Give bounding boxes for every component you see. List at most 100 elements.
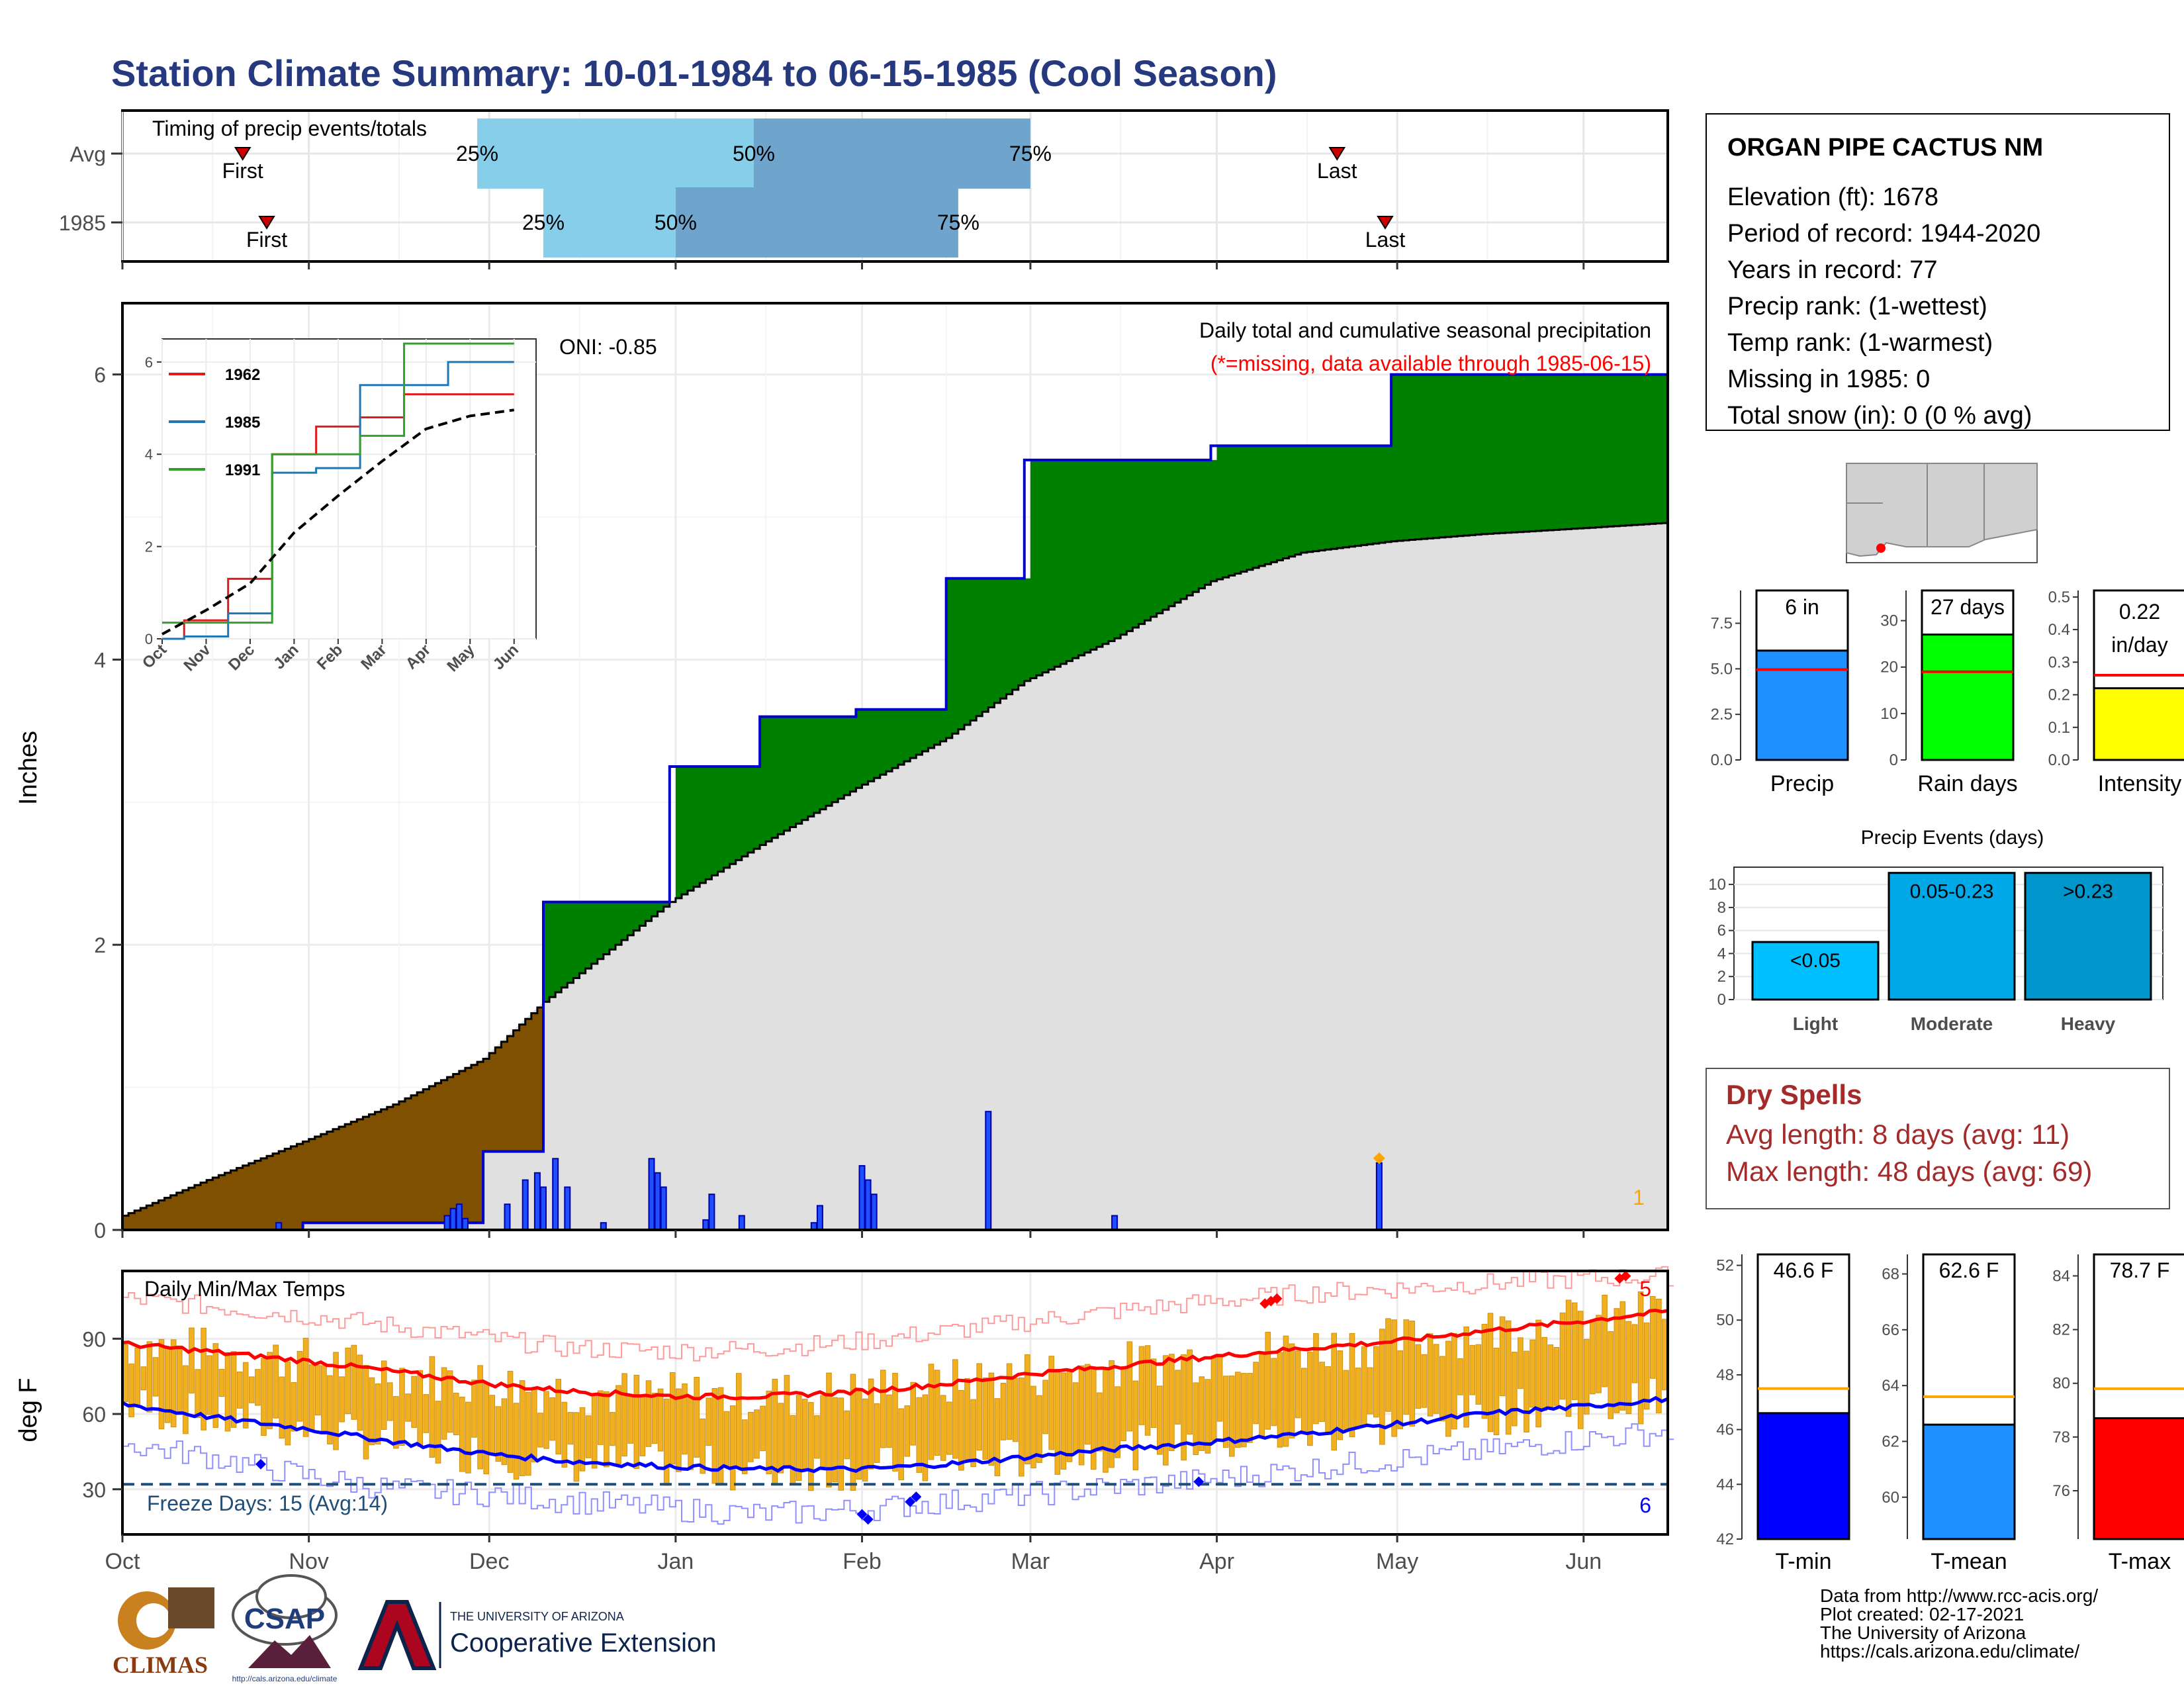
daily-temp-range	[381, 1360, 387, 1430]
daily-temp-range	[988, 1372, 995, 1466]
deficit-column	[381, 1109, 388, 1223]
deficit-column	[339, 1127, 345, 1223]
deficit-column	[248, 1163, 255, 1230]
daily-temp-range	[315, 1365, 321, 1416]
station-info-line: Period of record: 1944-2020	[1727, 220, 2040, 248]
daily-temp-range	[183, 1365, 189, 1434]
surplus-column	[1457, 374, 1464, 536]
surplus-column	[1643, 374, 1651, 524]
deficit-column	[507, 1036, 514, 1152]
summary-y-tick-label: 0.0	[2048, 751, 2070, 769]
surplus-column	[591, 902, 598, 964]
deficit-column	[447, 1077, 454, 1223]
daily-temp-range	[862, 1398, 868, 1482]
daily-temp-range	[1042, 1380, 1048, 1434]
surplus-column	[621, 902, 628, 940]
surplus-column	[1306, 445, 1314, 552]
daily-precip-bar	[1375, 1162, 1383, 1231]
surplus-column	[1156, 459, 1163, 614]
daily-temp-range	[224, 1356, 231, 1432]
temp-panel-frame	[121, 1270, 1669, 1536]
daily-temp-range	[285, 1361, 291, 1446]
daily-temp-range	[1199, 1376, 1205, 1451]
surplus-column	[952, 578, 959, 734]
daily-temp-range	[1475, 1344, 1482, 1405]
surplus-column	[976, 578, 983, 716]
surplus-column	[1042, 459, 1049, 673]
daily-temp-range	[994, 1398, 1001, 1476]
surplus-column	[1343, 445, 1350, 547]
temp-summary-y-tick-label: 60	[1882, 1489, 1899, 1507]
daily-temp-range	[1445, 1340, 1451, 1437]
surplus-column	[874, 709, 881, 778]
daily-temp-range	[531, 1388, 537, 1463]
timing-row-label: Avg	[69, 142, 106, 166]
temp-summary-y-tick-label: 44	[1716, 1476, 1734, 1493]
daily-temp-range	[267, 1352, 273, 1429]
precip-ylabel: Inches	[15, 731, 42, 805]
daily-temp-range	[291, 1382, 297, 1432]
surplus-column	[1565, 374, 1572, 530]
surplus-column	[1240, 445, 1248, 572]
daily-temp-range	[1126, 1341, 1133, 1432]
daily-precip-bar	[654, 1172, 661, 1231]
surplus-column	[910, 709, 917, 758]
daily-temp-range	[255, 1369, 261, 1406]
daily-temp-range	[459, 1396, 465, 1472]
deficit-column	[501, 1041, 508, 1152]
csap-url: http://cals.arizona.edu/climate	[232, 1674, 338, 1683]
daily-temp-range	[676, 1388, 682, 1472]
timing-row-label: 1985	[59, 211, 106, 235]
deficit-column	[170, 1195, 177, 1230]
events-bar-label: >0.23	[2063, 881, 2113, 903]
surplus-column	[1247, 445, 1253, 570]
timing-panel: Timing of precip events/totals 25% 50% 75%…	[59, 109, 1669, 269]
surplus-column	[1577, 374, 1584, 529]
record-min-marker-icon	[255, 1458, 266, 1470]
surplus-column	[1596, 374, 1602, 528]
surplus-column	[1427, 374, 1434, 539]
events-category-label: Light	[1793, 1013, 1838, 1034]
deficit-column	[152, 1203, 159, 1230]
daily-temp-range	[405, 1393, 411, 1422]
surplus-column	[1559, 374, 1567, 530]
temp-summary-label: T-min	[1776, 1549, 1832, 1574]
daily-temp-range	[345, 1347, 351, 1415]
daily-temp-range	[880, 1370, 886, 1448]
daily-temp-range	[1409, 1321, 1416, 1427]
daily-temp-range	[838, 1397, 844, 1491]
daily-temp-range	[1457, 1358, 1463, 1395]
surplus-column	[747, 767, 754, 853]
surplus-column	[1602, 374, 1608, 527]
daily-temp-range	[1343, 1370, 1349, 1432]
daily-temp-range	[598, 1390, 604, 1445]
surplus-column	[898, 709, 905, 765]
daily-temp-range	[525, 1391, 531, 1476]
surplus-column	[940, 709, 947, 741]
station-info-line: Precip rank: (1-wettest)	[1727, 293, 1987, 320]
daily-temp-range	[1650, 1295, 1656, 1379]
daily-temp-range	[1637, 1291, 1644, 1425]
inset-series-1991	[162, 342, 514, 624]
daily-temp-range	[1030, 1385, 1036, 1469]
daily-temp-range	[1614, 1308, 1620, 1413]
surplus-column	[1373, 445, 1380, 544]
daily-temp-range	[742, 1419, 748, 1474]
temp-axis: 30 60 90 Oct Nov Dec Jan Feb Mar Apr May Jun	[82, 1327, 1602, 1574]
surplus-column	[1289, 445, 1296, 557]
timing-rows: 25% 50% 75% First Last Avg 25% 50% 75% First Last 1…	[59, 118, 1666, 258]
footer-line: Data from http://www.rcc-acis.org/	[1820, 1585, 2098, 1606]
surplus-column	[1469, 374, 1476, 536]
deficit-column	[146, 1205, 153, 1230]
surplus-column	[1168, 459, 1175, 606]
surplus-column	[1048, 459, 1055, 670]
daily-temp-range	[1608, 1331, 1614, 1419]
daily-temp-range	[604, 1391, 610, 1468]
daily-temp-range	[778, 1403, 784, 1474]
daily-temp-range	[435, 1401, 441, 1464]
summary-bar-value-text: 6 in	[1785, 595, 1819, 619]
daily-temp-range	[1115, 1386, 1121, 1458]
footer-credits: Data from http://www.rcc-acis.org/Plot c…	[1820, 1585, 2098, 1662]
surplus-column	[1109, 459, 1115, 641]
surplus-column	[1271, 445, 1278, 563]
